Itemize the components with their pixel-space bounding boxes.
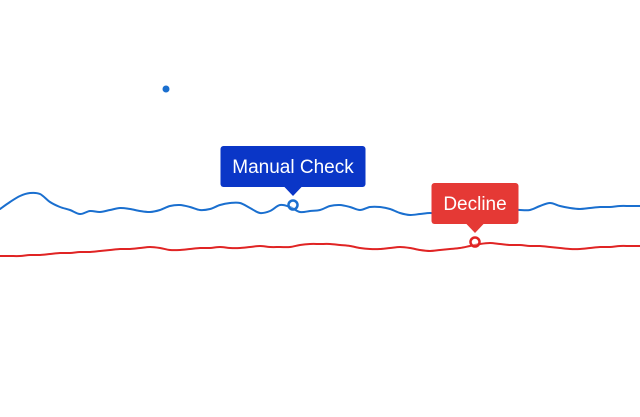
annotation-callout-0[interactable]: Manual Check <box>220 146 366 196</box>
callout-label: Manual Check <box>232 157 354 178</box>
series-line-0 <box>0 191 640 217</box>
markers-layer <box>287 199 481 248</box>
points-layer <box>162 85 170 93</box>
callout-box <box>220 146 366 187</box>
callout-box <box>431 183 519 224</box>
annotation-marker-1[interactable] <box>469 236 481 248</box>
series-layer <box>0 191 640 258</box>
series-line-1 <box>0 242 640 258</box>
data-point-0 <box>162 85 170 93</box>
annotation-marker-0[interactable] <box>287 199 299 211</box>
callout-label: Decline <box>443 194 506 215</box>
callouts-layer: Manual Check Decline <box>220 146 519 233</box>
annotation-callout-1[interactable]: Decline <box>431 183 519 233</box>
callout-pointer <box>466 223 484 233</box>
callout-pointer <box>284 186 302 196</box>
